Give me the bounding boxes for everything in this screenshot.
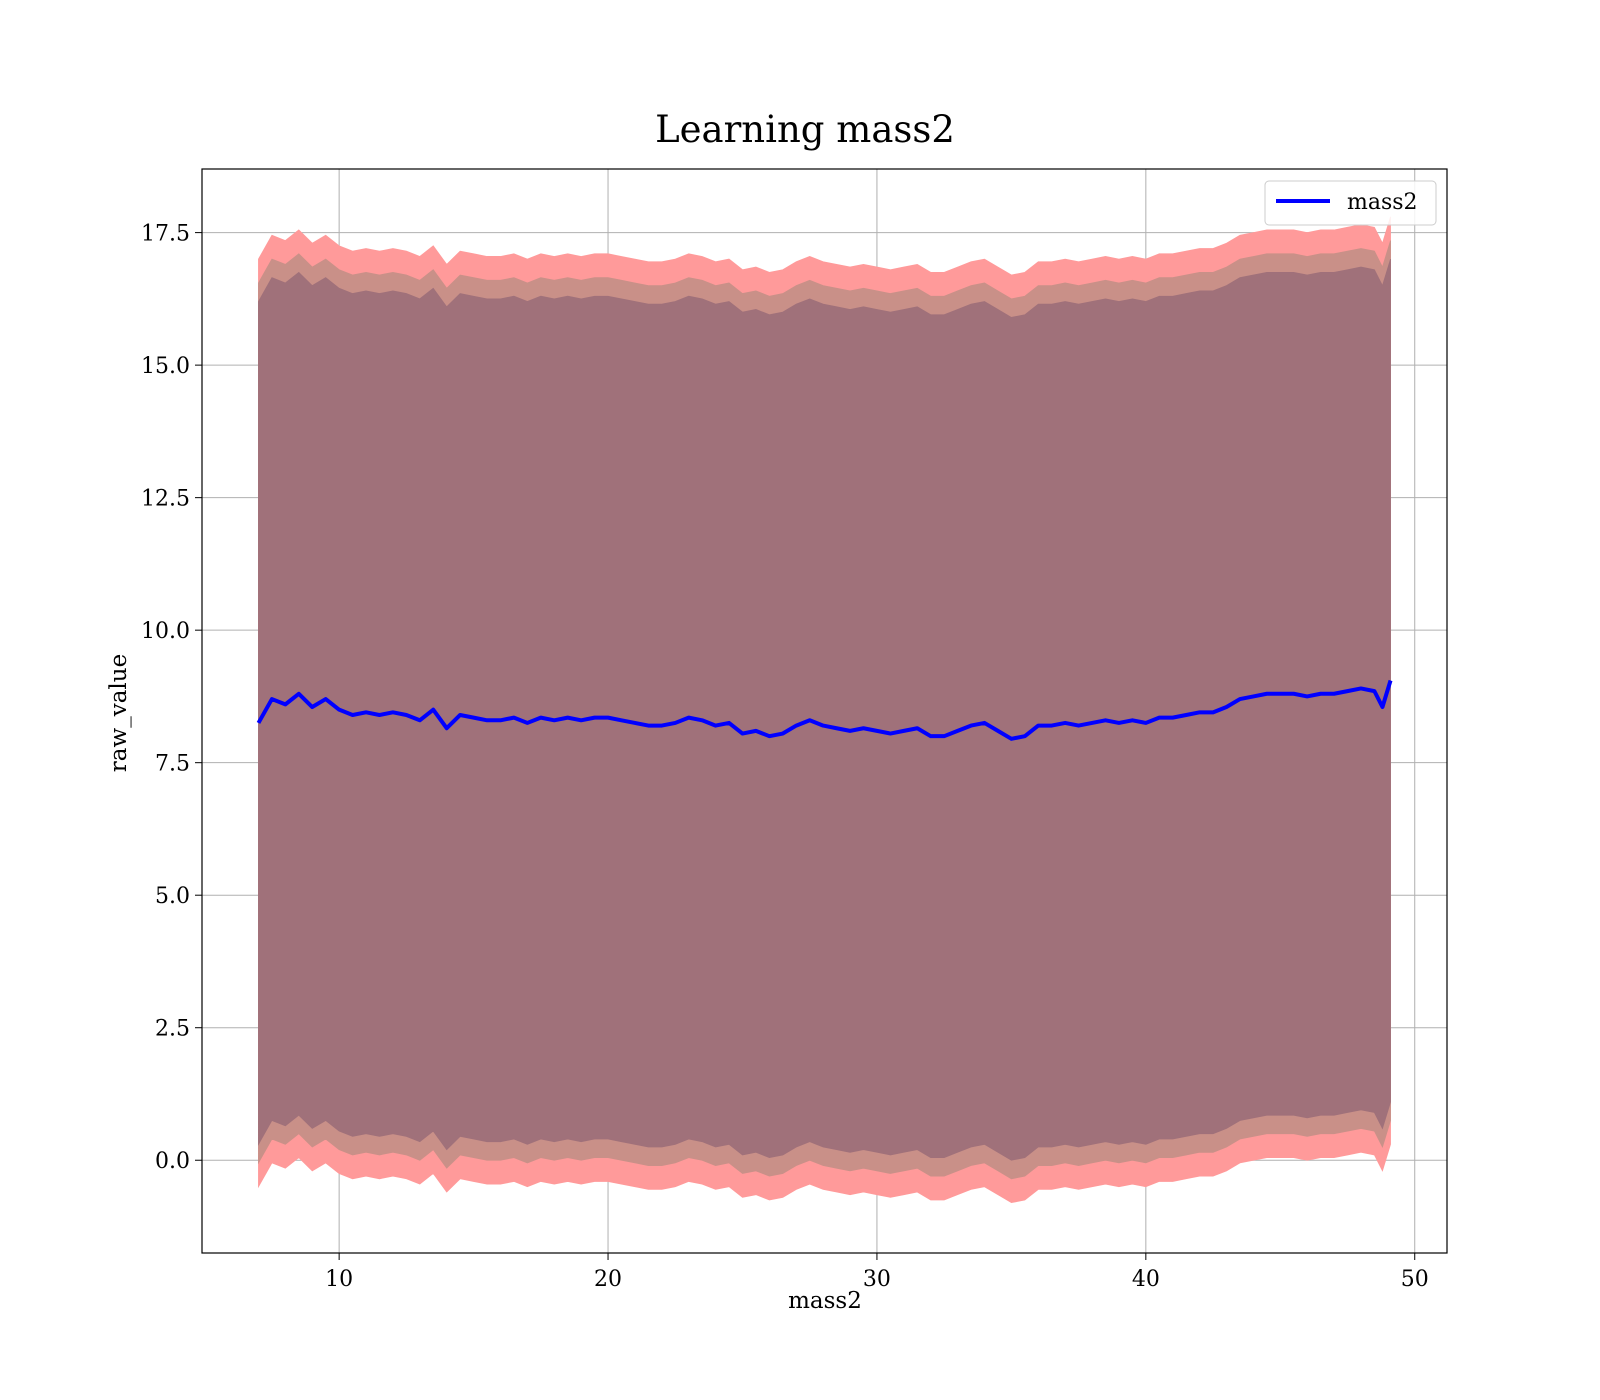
y-axis: 0.0 2.5 5.0 7.5 10.0 12.5 15.0 17.5 <box>141 222 202 1174</box>
x-tick-label: 50 <box>1401 1267 1429 1292</box>
series-line-mass2 <box>256 679 1393 741</box>
y-tick-label: 7.5 <box>155 752 190 777</box>
x-tick-label: 10 <box>325 1267 353 1292</box>
y-tick-label: 2.5 <box>155 1017 190 1042</box>
plot-frame <box>201 168 1448 1254</box>
y-axis-label: raw_value <box>106 654 132 772</box>
x-tick-label: 30 <box>863 1267 891 1292</box>
x-tick-label: 40 <box>1132 1267 1160 1292</box>
band-inner <box>258 258 1391 1161</box>
y-tick-label: 10.0 <box>141 619 190 644</box>
x-tick-label: 20 <box>594 1267 622 1292</box>
legend-box <box>1264 180 1437 226</box>
series-lines <box>256 679 1393 741</box>
legend-label: mass2 <box>1347 190 1418 215</box>
confidence-bands <box>258 216 1391 1204</box>
y-tick-label: 12.5 <box>141 487 190 512</box>
legend: mass2 <box>1264 180 1437 226</box>
y-tick-label: 15.0 <box>141 354 190 379</box>
x-axis: 10 20 30 40 50 <box>325 1253 1429 1292</box>
x-axis-label: mass2 <box>788 1288 862 1314</box>
chart-title: Learning mass2 <box>655 108 955 151</box>
y-tick-label: 0.0 <box>155 1149 190 1174</box>
y-tick-label: 17.5 <box>141 222 190 247</box>
plot-area <box>201 168 1448 1254</box>
y-tick-label: 5.0 <box>155 884 190 909</box>
